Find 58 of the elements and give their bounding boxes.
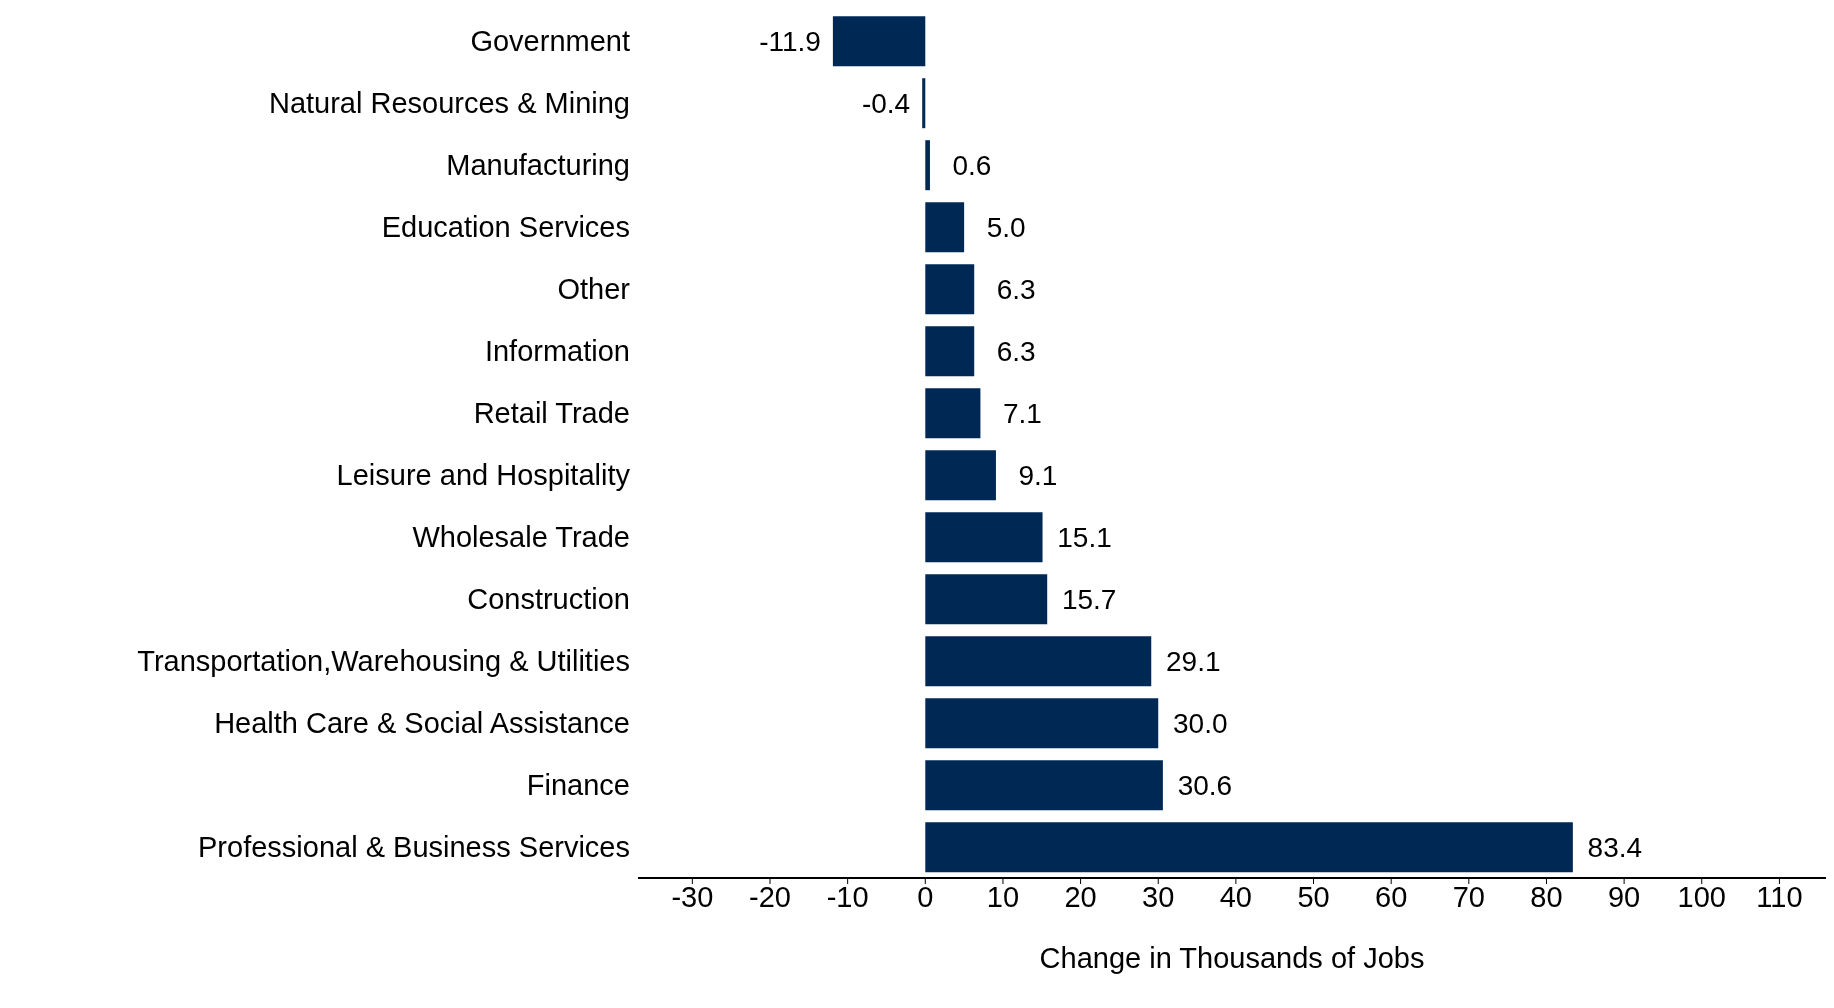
data-label: 6.3 xyxy=(996,336,1036,367)
data-label: 29.1 xyxy=(1166,646,1221,677)
x-tick-label: 30 xyxy=(1142,880,1175,913)
data-label: 30.6 xyxy=(1177,770,1233,801)
bar xyxy=(925,326,975,377)
x-tick-label: 10 xyxy=(986,880,1020,913)
x-tick-label: 50 xyxy=(1297,880,1330,913)
data-label: -11.9 xyxy=(759,26,821,57)
y-tick-label: Other xyxy=(557,273,631,306)
bar xyxy=(925,636,1152,687)
x-tick-label: 110 xyxy=(1756,880,1803,913)
data-label: -0.4 xyxy=(861,88,911,119)
y-tick-label: Natural Resources & Mining xyxy=(268,87,630,120)
x-tick-label: -10 xyxy=(826,880,869,913)
bar xyxy=(925,202,965,253)
y-tick-label: Manufacturing xyxy=(446,149,630,182)
y-tick-label: Government xyxy=(470,25,630,58)
data-label: 0.6 xyxy=(952,150,992,181)
x-tick-label: 20 xyxy=(1064,880,1097,913)
x-tick-label: -30 xyxy=(671,880,714,913)
y-tick-label: Information xyxy=(484,335,630,368)
y-tick-label: Transportation,Warehousing & Utilities xyxy=(137,645,630,678)
bar xyxy=(922,78,926,129)
y-tick-label: Construction xyxy=(467,583,630,616)
data-label: 5.0 xyxy=(986,212,1026,243)
x-tick-label: 100 xyxy=(1677,880,1726,913)
y-tick-label: Wholesale Trade xyxy=(412,521,630,554)
data-label: 9.1 xyxy=(1018,460,1058,491)
bar xyxy=(925,140,930,191)
x-tick-label: 0 xyxy=(917,880,934,913)
y-tick-label: Finance xyxy=(526,769,630,802)
data-label: 83.4 xyxy=(1587,832,1643,863)
data-label: 6.3 xyxy=(996,274,1036,305)
x-tick-label: 70 xyxy=(1452,880,1485,913)
y-tick-label: Education Services xyxy=(381,211,630,244)
x-tick-label: 60 xyxy=(1375,880,1408,913)
data-label: 7.1 xyxy=(1002,398,1042,429)
bar xyxy=(925,512,1043,563)
y-tick-label: Leisure and Hospitality xyxy=(336,459,631,492)
bar xyxy=(925,822,1573,873)
bar xyxy=(832,16,926,67)
data-label: 30.0 xyxy=(1172,708,1228,739)
x-tick-label: 40 xyxy=(1219,880,1253,913)
y-tick-label: Professional & Business Services xyxy=(198,831,630,864)
bar xyxy=(925,264,975,315)
bar xyxy=(925,450,996,501)
bar xyxy=(925,698,1159,749)
x-axis-title: Change in Thousands of Jobs xyxy=(1039,942,1425,974)
bar xyxy=(925,760,1163,811)
x-tick-label: 80 xyxy=(1530,880,1563,913)
x-tick-label: 90 xyxy=(1607,880,1641,913)
y-tick-label: Retail Trade xyxy=(473,397,630,430)
data-label: 15.7 xyxy=(1061,584,1117,615)
data-label: 15.1 xyxy=(1057,522,1112,553)
bar xyxy=(925,388,981,439)
y-tick-label: Health Care & Social Assistance xyxy=(214,707,630,740)
x-tick-label: -20 xyxy=(749,880,791,913)
bar xyxy=(925,574,1048,625)
